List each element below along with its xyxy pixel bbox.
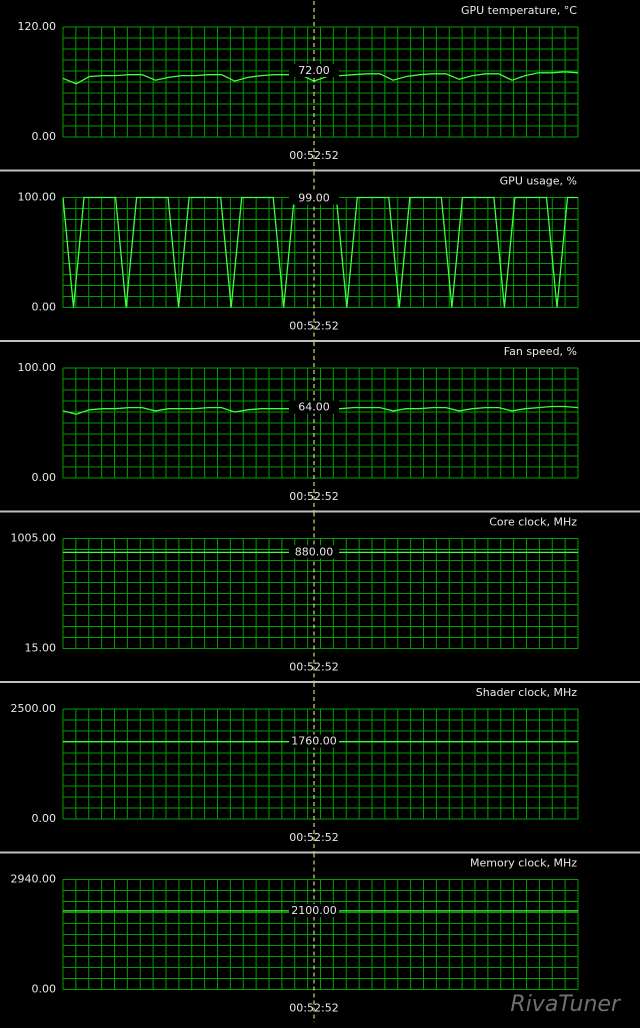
cursor-value: 64.00 <box>298 401 330 414</box>
cursor-value-bg <box>289 64 339 77</box>
y-tick-label: 0.00 <box>32 983 57 996</box>
y-tick-label: 120.00 <box>18 20 57 33</box>
cursor-value-bg <box>289 400 339 414</box>
cursor-time: 00:52:52 <box>289 831 338 844</box>
panel-title: Memory clock, MHz <box>470 857 577 870</box>
y-tick-label: 0.00 <box>32 812 57 825</box>
y-tick-label: 1005.00 <box>11 532 57 545</box>
y-tick-label: 2940.00 <box>11 873 57 886</box>
cursor-time: 00:52:52 <box>289 661 338 674</box>
cursor-value: 99.00 <box>298 192 330 205</box>
panel-title: Fan speed, % <box>504 345 577 358</box>
y-tick-label: 0.00 <box>32 130 57 143</box>
cursor-value: 1760.00 <box>291 735 337 748</box>
cursor-time: 00:52:52 <box>289 1002 338 1015</box>
cursor-value: 2100.00 <box>291 904 337 917</box>
cursor-time: 00:52:52 <box>289 149 338 162</box>
data-line <box>62 71 579 85</box>
y-tick-label: 0.00 <box>32 301 57 314</box>
panel-title: Core clock, MHz <box>489 516 577 529</box>
cursor-value-bg <box>289 734 339 748</box>
y-tick-label: 100.00 <box>18 191 57 204</box>
panel-title: Shader clock, MHz <box>476 686 577 699</box>
cursor-value-bg <box>289 903 339 917</box>
y-tick-label: 100.00 <box>18 361 57 374</box>
cursor-time: 00:52:52 <box>289 490 338 503</box>
y-tick-label: 0.00 <box>32 471 57 484</box>
watermark: RivaTuner <box>510 992 622 1017</box>
cursor-value-bg <box>289 545 339 559</box>
cursor-time: 00:52:52 <box>289 320 338 333</box>
y-tick-label: 2500.00 <box>11 702 57 715</box>
cursor-value: 72.00 <box>298 64 330 77</box>
panel-title: GPU temperature, °C <box>461 4 577 17</box>
y-tick-label: 15.00 <box>25 642 57 655</box>
cursor-value-bg <box>289 191 339 205</box>
cursor-value: 880.00 <box>295 545 334 558</box>
panel-title: GPU usage, % <box>500 175 577 188</box>
